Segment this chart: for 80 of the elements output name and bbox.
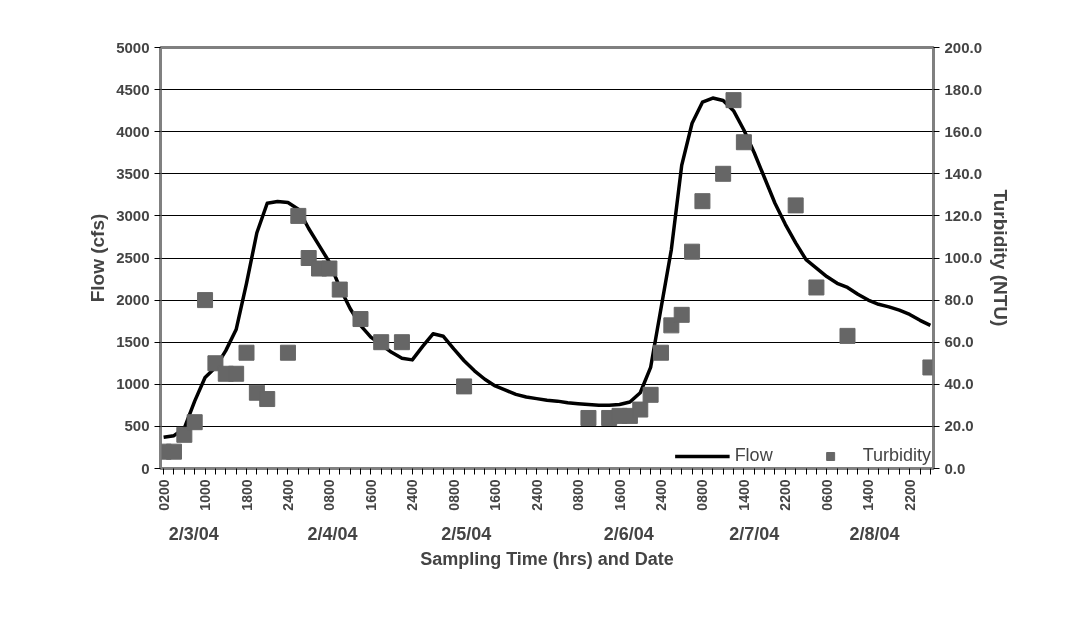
point <box>176 426 193 443</box>
point <box>290 207 307 224</box>
y2-tick-label: 200.0 <box>944 38 983 56</box>
x-tick-label: 1800 <box>238 479 255 511</box>
x-tick-label: 1600 <box>362 479 379 511</box>
x-tick-label: 2200 <box>777 479 794 511</box>
x-tick-label: 2400 <box>404 479 421 511</box>
y2-tick-label: 100.0 <box>944 249 983 266</box>
point <box>165 443 182 460</box>
point <box>197 292 214 309</box>
y-tick-label: 2500 <box>116 249 150 266</box>
y-tick-label: 3000 <box>116 206 150 224</box>
y-axis-title: Flow (cfs) <box>87 213 109 303</box>
point <box>735 134 752 151</box>
x-tick-label: 0600 <box>818 479 835 511</box>
text: 2/3/04 <box>168 523 219 544</box>
x-tick-label: 2400 <box>528 479 545 511</box>
text: 2/4/04 <box>307 523 358 544</box>
y-tick-label: 4500 <box>116 80 150 98</box>
text: 2/5/04 <box>441 523 492 544</box>
x-tick-label: 1600 <box>611 479 628 511</box>
y2-tick-label: 20.0 <box>944 417 974 435</box>
y2-tick-label: 120.0 <box>944 206 983 224</box>
x-tick-label: 1600 <box>487 479 504 511</box>
point <box>715 165 732 182</box>
point <box>839 327 856 344</box>
y2-tick-label: 60.0 <box>944 333 974 351</box>
point <box>694 193 711 210</box>
point <box>321 260 338 277</box>
text: 2/6/04 <box>603 523 654 544</box>
x-tick-label: 0800 <box>321 479 338 511</box>
point <box>673 306 690 323</box>
point <box>652 344 669 361</box>
x-tick-label: 2400 <box>279 479 296 511</box>
x-tick-label: 1400 <box>735 479 752 511</box>
point <box>808 279 825 296</box>
y2-tick-label: 0.0 <box>944 459 966 477</box>
text: 2/7/04 <box>729 523 780 544</box>
point <box>725 92 742 109</box>
point <box>331 281 348 298</box>
y-tick-label: 1000 <box>116 375 150 393</box>
x-tick-label: 1400 <box>860 479 877 511</box>
x-tick-label: 0800 <box>694 479 711 511</box>
x-tick-label: 2400 <box>652 479 669 511</box>
point <box>186 414 203 431</box>
legend-label: Turbidity <box>862 445 931 466</box>
y-tick-label: 4000 <box>116 122 150 140</box>
x-axis-title: Sampling Time (hrs) and Date <box>420 548 674 569</box>
point <box>456 378 473 395</box>
y-tick-label: 1500 <box>116 333 150 351</box>
legend-label: Flow <box>734 445 773 466</box>
point <box>352 311 369 328</box>
x-tick-label: 0200 <box>155 479 172 511</box>
y2-tick-label: 40.0 <box>944 375 974 393</box>
y2-tick-label: 180.0 <box>944 80 983 98</box>
point <box>259 391 276 408</box>
point <box>580 409 597 426</box>
y-tick-label: 500 <box>124 417 150 435</box>
y-tick-label: 5000 <box>116 38 150 56</box>
y2-axis-title: Turbidity (NTU) <box>990 189 1012 327</box>
point <box>787 197 804 214</box>
point <box>684 243 701 260</box>
point <box>632 401 649 418</box>
y-tick-label: 0 <box>141 459 150 477</box>
point <box>228 365 245 382</box>
y2-tick-label: 160.0 <box>944 122 983 140</box>
point <box>642 386 659 403</box>
x-tick-label: 0800 <box>570 479 587 511</box>
x-tick-label: 0800 <box>445 479 462 511</box>
text: 2/8/04 <box>849 523 900 544</box>
point <box>393 334 410 351</box>
point <box>373 334 390 351</box>
point <box>279 344 296 361</box>
y2-tick-label: 140.0 <box>944 164 983 182</box>
point <box>238 344 255 361</box>
x-tick-label: 2200 <box>901 479 918 511</box>
y-tick-label: 3500 <box>116 164 150 182</box>
x-tick-label: 1000 <box>197 479 214 511</box>
y-tick-label: 2000 <box>116 291 150 309</box>
y2-tick-label: 80.0 <box>944 291 974 309</box>
